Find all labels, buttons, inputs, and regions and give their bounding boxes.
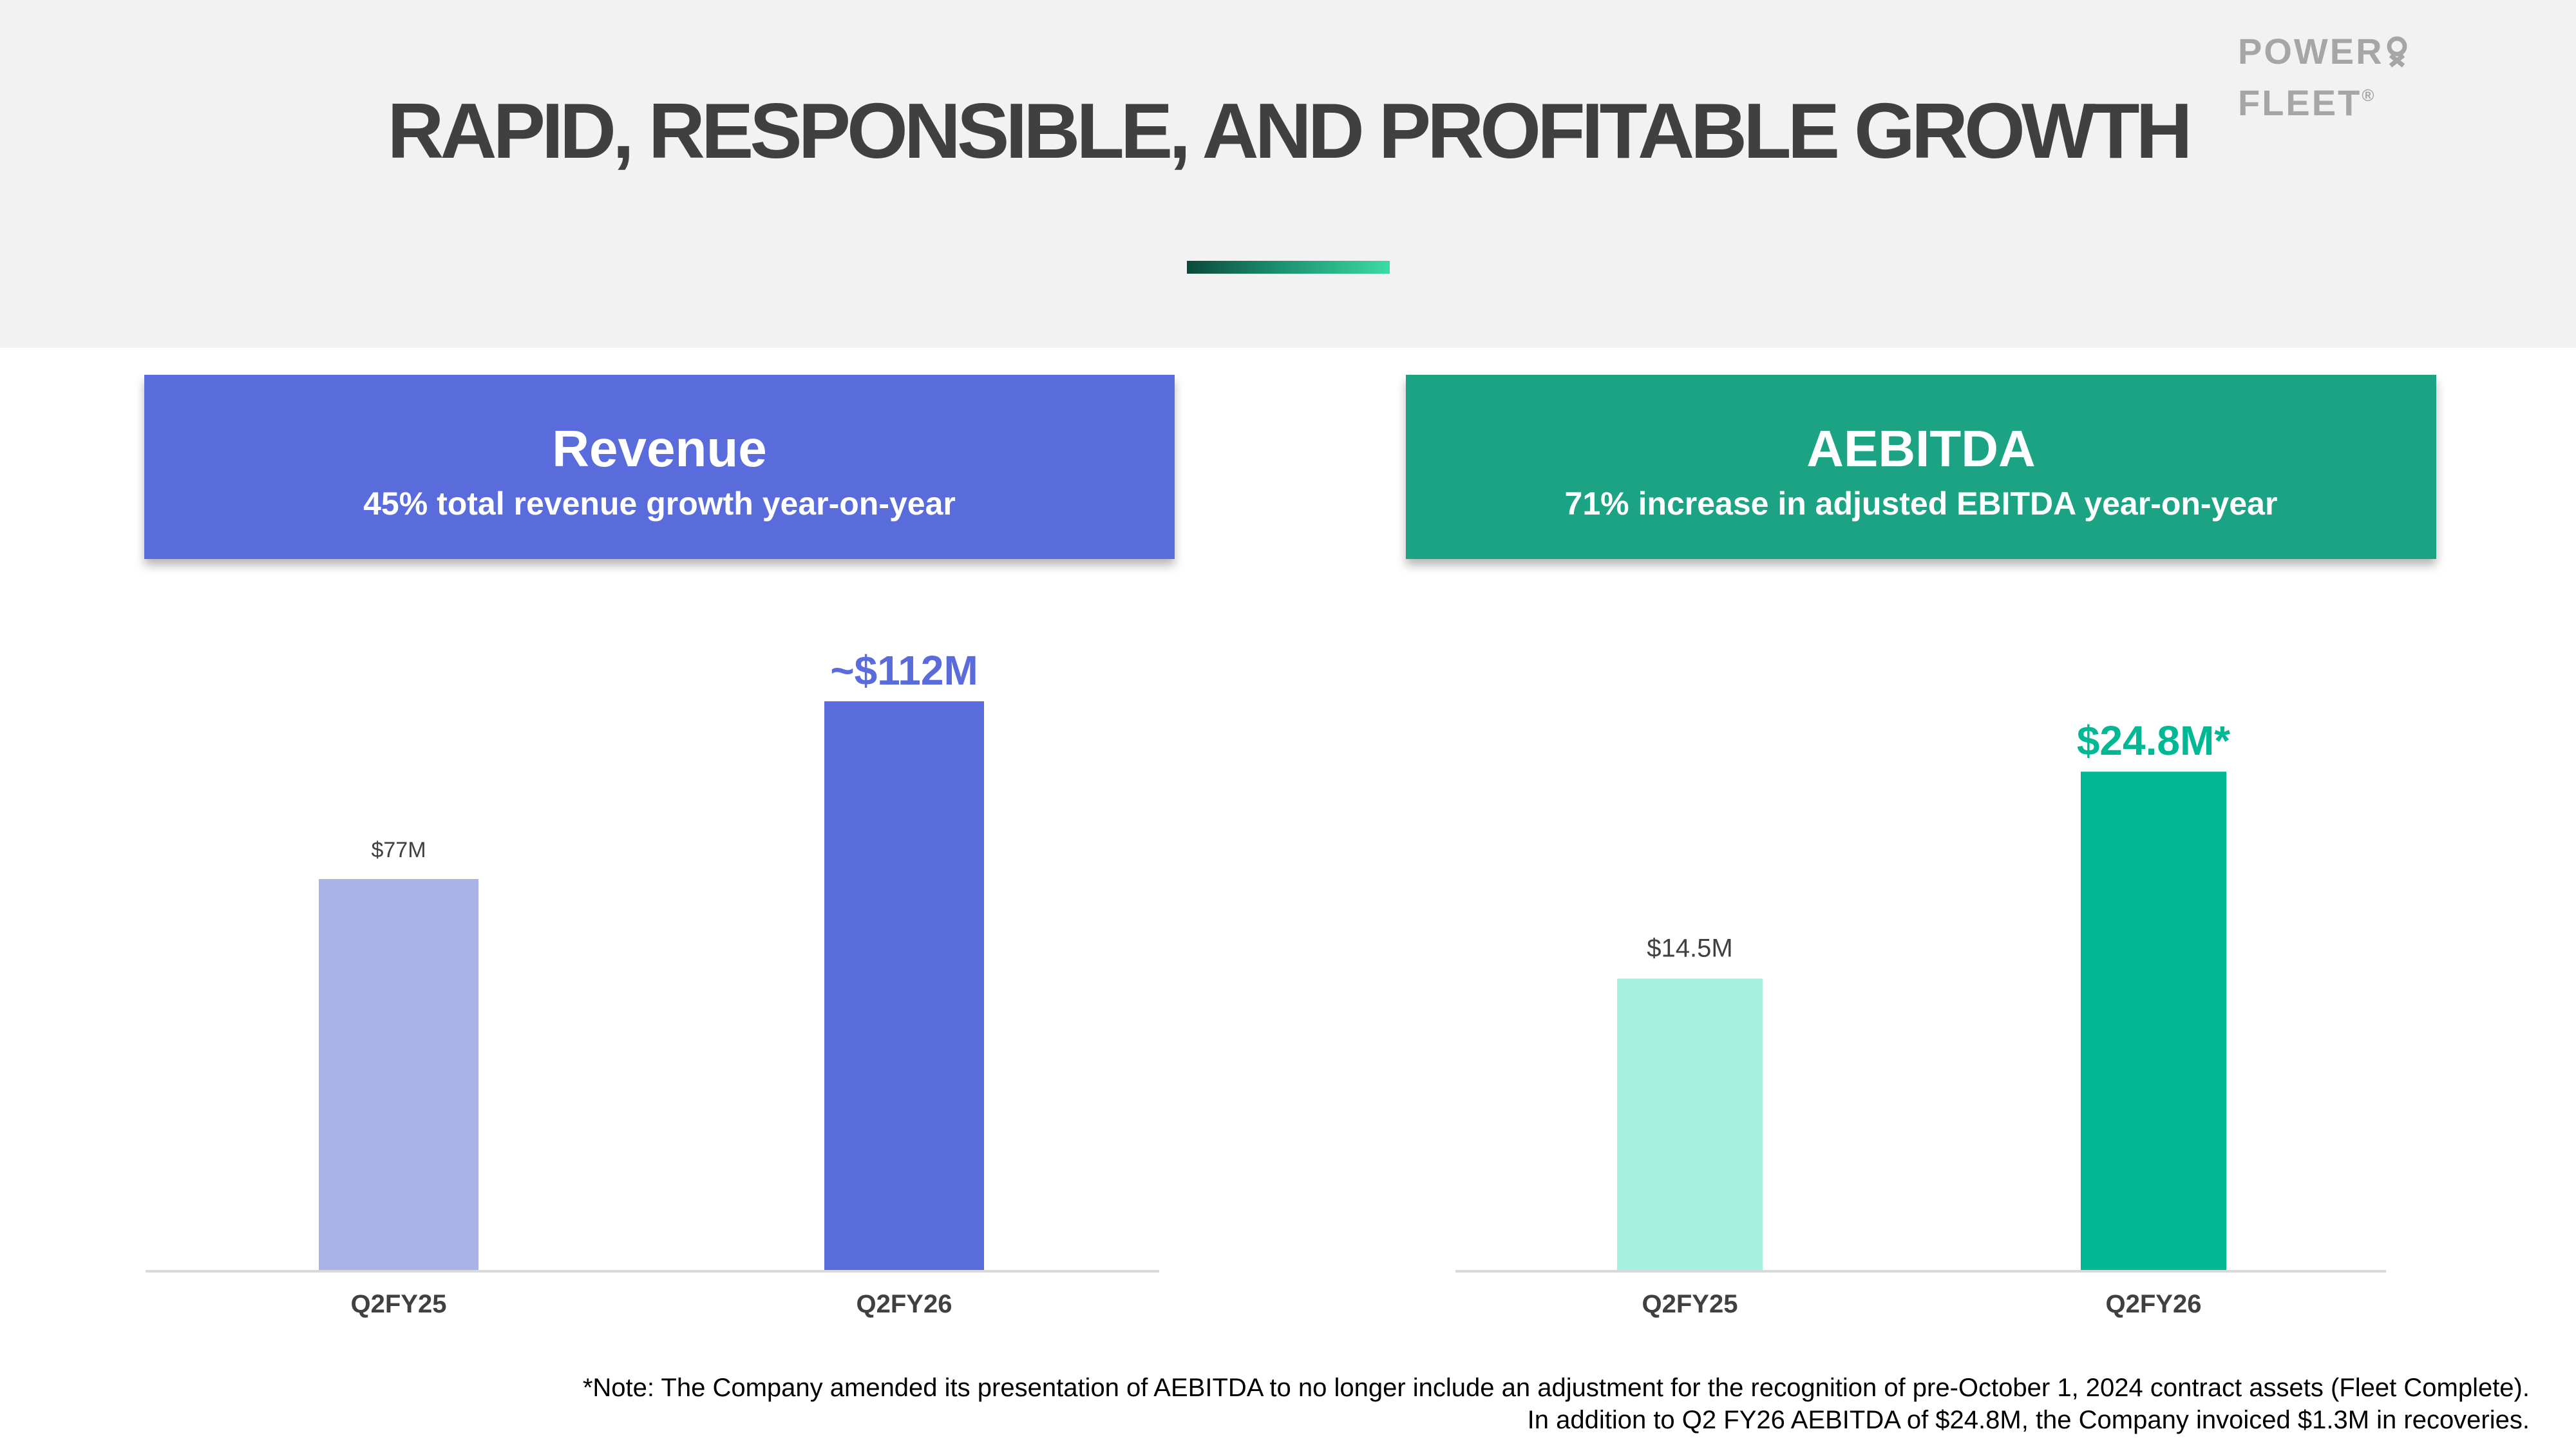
revenue-data-label-q2fy25: $77M [371,838,426,862]
footnote: *Note: The Company amended its presentat… [583,1372,2530,1436]
title-accent-bar [1187,261,1390,274]
footnote-line-1: *Note: The Company amended its presentat… [582,1374,2530,1402]
revenue-card: Revenue 45% total revenue growth year-on… [144,375,1175,559]
aebitda-card: AEBITDA 71% increase in adjusted EBITDA … [1406,375,2436,559]
revenue-card-subtitle: 45% total revenue growth year-on-year [363,486,956,522]
aebitda-data-label-q2fy26: $24.8M* [2077,717,2230,764]
logo-pin-icon [2387,36,2407,68]
revenue-bar-q2fy26 [824,701,984,1270]
logo-registered: ® [2362,86,2376,105]
aebitda-tick-label-q2fy25: Q2FY25 [1642,1290,1738,1318]
aebitda-bar-q2fy25 [1617,978,1763,1270]
header-band [0,0,2576,348]
footnote-line-2: In addition to Q2 FY26 AEBITDA of $24.8M… [1527,1406,2530,1434]
revenue-tick-label-q2fy25: Q2FY25 [351,1290,447,1318]
revenue-data-label-q2fy26: ~$112M [830,647,978,694]
aebitda-data-label-q2fy25: $14.5M [1647,934,1732,963]
revenue-card-title: Revenue [552,420,767,477]
revenue-tick-label-q2fy26: Q2FY26 [857,1290,952,1318]
aebitda-card-subtitle: 71% increase in adjusted EBITDA year-on-… [1564,486,2278,522]
page-title: RAPID, RESPONSIBLE, AND PROFITABLE GROWT… [387,87,2192,175]
aebitda-bar-q2fy26 [2081,772,2226,1270]
powerfleet-logo: POWER FLEET® [2238,26,2534,123]
revenue-bar-q2fy25 [319,878,478,1270]
logo-text-left: POWER [2238,31,2384,71]
aebitda-tick-label-q2fy26: Q2FY26 [2106,1290,2202,1318]
logo-text-right: FLEET [2238,82,2362,123]
aebitda-card-title: AEBITDA [1806,420,2036,477]
